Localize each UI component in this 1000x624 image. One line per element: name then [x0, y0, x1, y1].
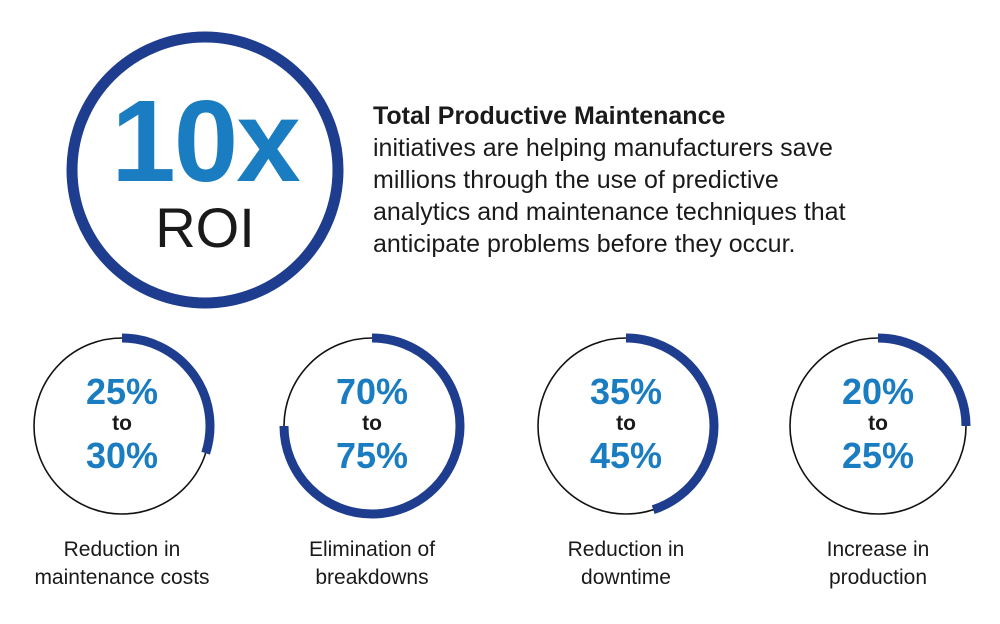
- stat-caption-line: Reduction in: [63, 538, 181, 561]
- stat-low: 70%: [335, 371, 409, 412]
- stat-range: 25% to 30%: [29, 373, 215, 475]
- stat-caption: Reduction in downtime: [506, 536, 746, 592]
- stat-range: 35% to 45%: [533, 373, 719, 475]
- stat-high: 45%: [589, 435, 663, 476]
- stat-connector: to: [868, 412, 888, 435]
- stat-high: 75%: [335, 435, 409, 476]
- stat-low: 35%: [589, 371, 663, 412]
- stat-connector: to: [112, 412, 132, 435]
- stat-high: 30%: [85, 435, 159, 476]
- stat-caption-line: production: [828, 566, 928, 589]
- stat-range: 20% to 25%: [785, 373, 971, 475]
- stat-caption-line: downtime: [581, 566, 671, 589]
- stat-caption-line: Elimination of: [308, 538, 436, 561]
- stat-connector: to: [362, 412, 382, 435]
- stat-low: 25%: [85, 371, 159, 412]
- stat-connector: to: [616, 412, 636, 435]
- stat-caption: Elimination of breakdowns: [252, 536, 492, 592]
- progress-ring: [537, 333, 719, 515]
- stat-breakdowns: 70% to 75% Elimination of breakdowns: [252, 333, 492, 593]
- intro-line: initiatives are helping manufacturers sa…: [373, 134, 833, 162]
- stat-high: 25%: [841, 435, 915, 476]
- roi-badge: 10x ROI: [65, 30, 345, 310]
- intro-line: analytics and maintenance techniques tha…: [373, 198, 846, 226]
- roi-label: ROI: [155, 196, 255, 259]
- intro-line: millions through the use of predictive: [373, 166, 779, 194]
- stat-maintenance-costs: 25% to 30% Reduction in maintenance cost…: [2, 333, 242, 593]
- stat-caption-line: Increase in: [826, 538, 930, 561]
- stat-caption-line: Reduction in: [567, 538, 685, 561]
- intro-text: Total Productive Maintenance initiatives…: [373, 100, 973, 260]
- progress-ring: [33, 333, 215, 515]
- stat-range: 70% to 75%: [279, 373, 465, 475]
- ring-progress-arc: [877, 333, 971, 427]
- stat-ring: [533, 333, 719, 519]
- roi-multiplier: 10x: [111, 76, 301, 206]
- progress-ring: [279, 333, 465, 519]
- stat-low: 20%: [841, 371, 915, 412]
- stat-caption-line: breakdowns: [315, 566, 429, 589]
- stat-caption-line: maintenance costs: [34, 566, 210, 589]
- intro-line: anticipate problems before they occur.: [373, 230, 796, 258]
- intro-title: Total Productive Maintenance: [373, 102, 726, 130]
- progress-ring: [789, 333, 971, 515]
- ring-progress-arc: [279, 333, 465, 519]
- stat-caption: Increase in production: [758, 536, 998, 592]
- stat-production: 20% to 25% Increase in production: [758, 333, 998, 593]
- stat-ring: [785, 333, 971, 519]
- stat-ring: [279, 333, 465, 519]
- ring-progress-arc: [625, 333, 719, 514]
- stat-downtime: 35% to 45% Reduction in downtime: [506, 333, 746, 593]
- roi-ring: [66, 31, 344, 309]
- ring-progress-arc: [121, 333, 215, 455]
- stat-caption: Reduction in maintenance costs: [2, 536, 242, 592]
- stat-ring: [29, 333, 215, 519]
